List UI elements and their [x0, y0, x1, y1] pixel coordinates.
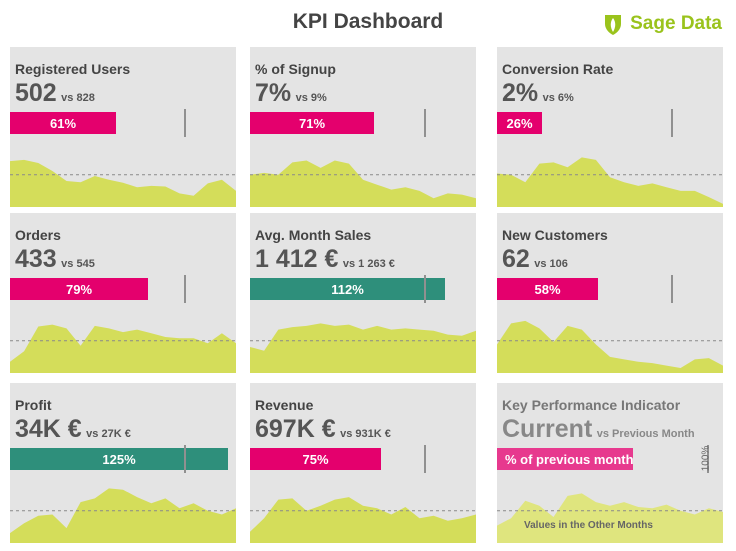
- progress-bar: 58%: [497, 278, 598, 300]
- current-value: 62: [502, 245, 530, 273]
- target-marker: [184, 109, 186, 137]
- previous-value: vs 545: [61, 258, 95, 270]
- target-marker: [671, 109, 673, 137]
- legend-area-chart: [497, 493, 723, 543]
- value-line: 1 412 € vs 1 263 €: [255, 245, 395, 274]
- trend-area-chart: [497, 320, 723, 373]
- card-title: Registered Users: [15, 61, 131, 77]
- value-line: 62 vs 106: [502, 245, 568, 274]
- kpi-card-profit[interactable]: Profit 34K € vs 27K € 125%: [10, 383, 236, 543]
- previous-value: vs 106: [534, 258, 568, 270]
- trend-area-chart: [10, 488, 236, 543]
- trend-area-chart: [250, 497, 476, 543]
- target-marker: [424, 109, 426, 137]
- previous-value: vs 828: [61, 92, 95, 104]
- target-marker: [671, 275, 673, 303]
- card-title: Revenue: [255, 397, 314, 413]
- current-value: 433: [15, 245, 57, 273]
- previous-value: vs 931K €: [340, 428, 391, 440]
- progress-bar: 79%: [10, 278, 148, 300]
- target-marker: [424, 445, 426, 473]
- target-marker: [184, 275, 186, 303]
- kpi-card-orders[interactable]: Orders 433 vs 545 79%: [10, 213, 236, 373]
- trend-area: [10, 159, 236, 207]
- trend-area-chart: [10, 159, 236, 207]
- legend-vs-label: vs Previous Month: [596, 428, 695, 440]
- value-line: 433 vs 545: [15, 245, 95, 274]
- kpi-card-avg-month-sales[interactable]: Avg. Month Sales 1 412 € vs 1 263 € 112%: [250, 213, 476, 373]
- previous-value: vs 1 263 €: [342, 258, 395, 270]
- target-marker: [184, 445, 186, 473]
- trend-area-chart: [250, 323, 476, 373]
- current-value: 34K €: [15, 415, 82, 443]
- trend-area: [250, 323, 476, 373]
- progress-label: 79%: [65, 281, 93, 297]
- current-value: 502: [15, 79, 57, 107]
- progress-label: 26%: [506, 115, 533, 131]
- legend-bar-label: % of previous month: [505, 451, 634, 467]
- previous-value: vs 6%: [542, 92, 574, 104]
- logo-text: Sage Data: [630, 13, 722, 34]
- progress-label: 125%: [102, 451, 136, 467]
- leaf-shield-icon: [605, 15, 622, 35]
- legend-target-label: 100%: [700, 445, 712, 472]
- trend-area: [10, 324, 236, 373]
- current-value: 1 412 €: [255, 245, 339, 273]
- progress-bar: 26%: [497, 112, 542, 134]
- trend-area: [250, 497, 476, 543]
- card-title: % of Signup: [255, 61, 336, 77]
- progress-bar: 61%: [10, 112, 116, 134]
- trend-area-chart: [497, 157, 723, 207]
- kpi-card-registered-users[interactable]: Registered Users 502 vs 828 61%: [10, 47, 236, 207]
- value-line: 502 vs 828: [15, 79, 95, 108]
- kpi-card-conversion-rate[interactable]: Conversion Rate 2% vs 6% 26%: [497, 47, 723, 207]
- legend-title: Key Performance Indicator: [502, 397, 681, 413]
- value-line: 7% vs 9%: [255, 79, 327, 108]
- trend-area: [497, 493, 723, 543]
- trend-area-chart: [250, 160, 476, 207]
- card-title: Orders: [15, 227, 61, 243]
- progress-label: 75%: [302, 451, 329, 467]
- progress-label: 112%: [331, 281, 364, 297]
- trend-area: [10, 488, 236, 543]
- previous-value: vs 9%: [295, 92, 327, 104]
- legend-value-line: Current vs Previous Month: [502, 415, 695, 444]
- card-title: Profit: [15, 397, 52, 413]
- kpi-card-revenue[interactable]: Revenue 697K € vs 931K € 75%: [250, 383, 476, 543]
- current-value: 7%: [255, 79, 292, 107]
- trend-area: [250, 160, 476, 207]
- progress-bar: 112%: [250, 278, 445, 300]
- value-line: 697K € vs 931K €: [255, 415, 391, 444]
- progress-bar: 71%: [250, 112, 374, 134]
- card-title: Avg. Month Sales: [255, 227, 372, 243]
- legend-area-label: Values in the Other Months: [524, 520, 653, 531]
- previous-value: vs 27K €: [86, 428, 131, 440]
- card-title: Conversion Rate: [502, 61, 614, 77]
- card-title: New Customers: [502, 227, 608, 243]
- target-marker: [424, 275, 426, 303]
- logo: Sage Data: [601, 10, 722, 38]
- legend-progress-bar: % of previous month: [497, 448, 634, 470]
- kpi-card-signup-rate[interactable]: % of Signup 7% vs 9% 71%: [250, 47, 476, 207]
- progress-label: 61%: [49, 115, 77, 131]
- progress-label: 58%: [534, 281, 561, 297]
- value-line: 2% vs 6%: [502, 79, 574, 108]
- legend-current-label: Current: [502, 415, 593, 443]
- trend-area-chart: [10, 324, 236, 373]
- progress-label: 71%: [298, 115, 326, 131]
- legend-target-marker: [707, 445, 709, 473]
- trend-area: [497, 320, 723, 373]
- value-line: 34K € vs 27K €: [15, 415, 131, 444]
- current-value: 697K €: [255, 415, 336, 443]
- progress-bar: 75%: [250, 448, 381, 470]
- current-value: 2%: [502, 79, 539, 107]
- dashboard-title: KPI Dashboard: [292, 10, 444, 33]
- trend-area: [497, 157, 723, 207]
- kpi-card-new-customers[interactable]: New Customers 62 vs 106 58%: [497, 213, 723, 373]
- kpi-legend-card: Key Performance Indicator Current vs Pre…: [497, 383, 723, 543]
- progress-bar: 125%: [10, 448, 228, 470]
